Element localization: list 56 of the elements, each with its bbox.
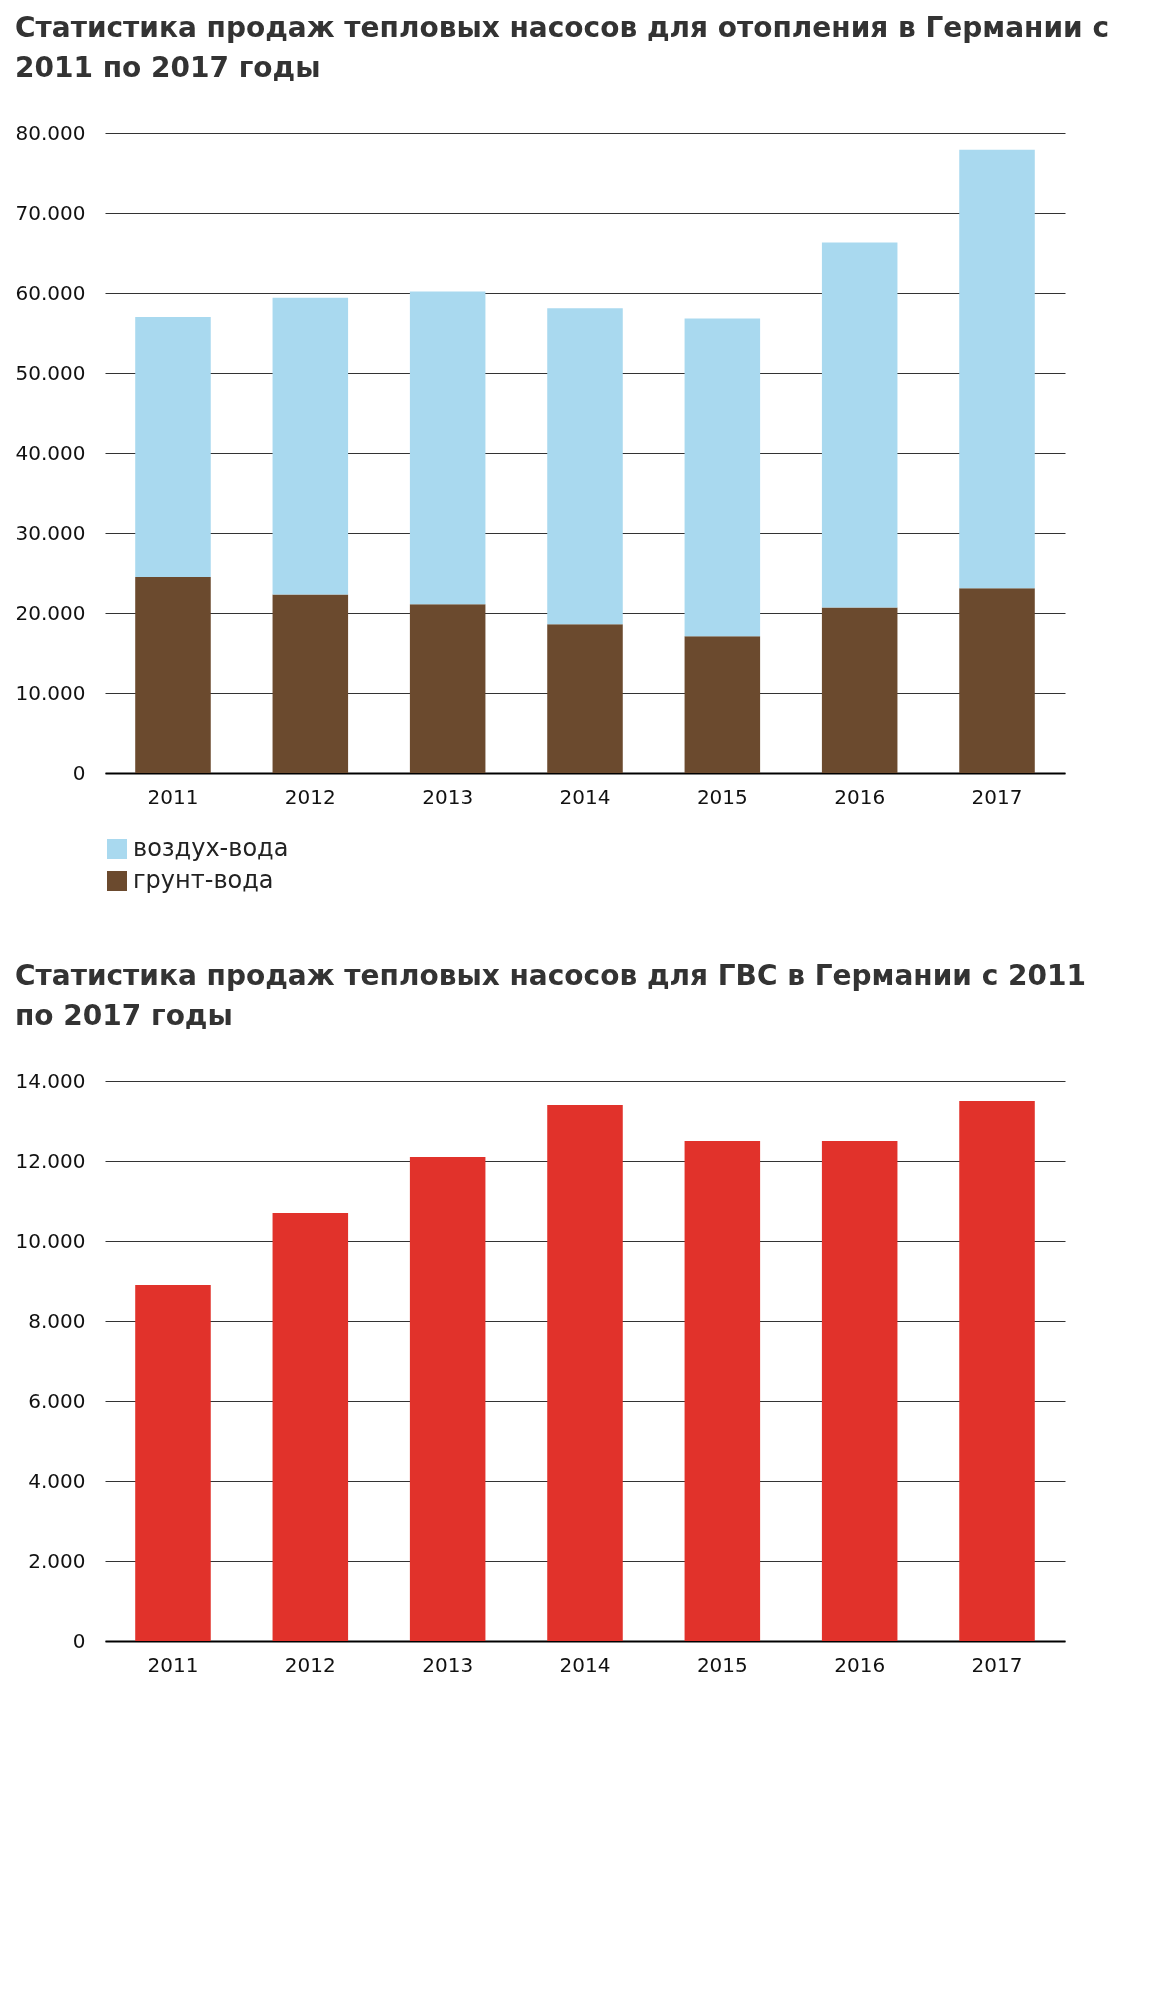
legend-label: воздух-вода bbox=[133, 834, 289, 862]
y-tick-label: 6.000 bbox=[28, 1388, 86, 1413]
bar bbox=[272, 297, 349, 595]
legend-label: грунт-вода bbox=[133, 866, 274, 894]
y-tick-label: 0 bbox=[72, 1628, 86, 1653]
bar bbox=[409, 604, 486, 773]
bar bbox=[135, 1285, 211, 1641]
bar bbox=[821, 607, 898, 773]
y-tick-label: 80.000 bbox=[15, 120, 86, 145]
y-tick-label: 0 bbox=[72, 760, 86, 785]
bar bbox=[135, 577, 211, 773]
x-tick-label: 2012 bbox=[284, 784, 336, 809]
x-tick-label: 2015 bbox=[696, 1652, 748, 1677]
y-tick-label: 2.000 bbox=[28, 1548, 86, 1573]
bar bbox=[684, 318, 761, 637]
bar bbox=[959, 588, 1035, 773]
bar bbox=[547, 1105, 623, 1641]
bar bbox=[409, 291, 486, 605]
x-tick-label: 2011 bbox=[147, 1652, 199, 1677]
y-tick-label: 50.000 bbox=[15, 360, 86, 385]
bar bbox=[272, 1213, 349, 1641]
chart-title: Статистика продаж тепловых насосов для отопления в Германии с 2011 по 2017 годы bbox=[15, 11, 1110, 84]
bar bbox=[821, 1141, 898, 1641]
x-tick-label: 2016 bbox=[834, 1652, 886, 1677]
x-tick-label: 2017 bbox=[971, 1652, 1023, 1677]
chart-title: Статистика продаж тепловых насосов для ГВС в Германии с 2011 по 2017 годы bbox=[15, 959, 1086, 1032]
bar bbox=[547, 308, 623, 625]
bar bbox=[547, 624, 623, 773]
x-tick-label: 2014 bbox=[559, 784, 611, 809]
bar bbox=[959, 149, 1035, 589]
x-tick-label: 2013 bbox=[422, 1652, 474, 1677]
bar bbox=[684, 1141, 761, 1641]
x-tick-label: 2013 bbox=[422, 784, 474, 809]
x-tick-label: 2015 bbox=[696, 784, 748, 809]
bar bbox=[272, 594, 349, 773]
y-tick-label: 30.000 bbox=[15, 520, 86, 545]
y-tick-label: 70.000 bbox=[15, 200, 86, 225]
bar bbox=[409, 1157, 486, 1641]
y-tick-label: 20.000 bbox=[15, 600, 86, 625]
x-tick-label: 2016 bbox=[834, 784, 886, 809]
x-tick-label: 2014 bbox=[559, 1652, 611, 1677]
y-tick-label: 10.000 bbox=[15, 1228, 86, 1253]
y-tick-label: 60.000 bbox=[15, 280, 86, 305]
x-tick-label: 2017 bbox=[971, 784, 1023, 809]
y-tick-label: 40.000 bbox=[15, 440, 86, 465]
bar bbox=[959, 1101, 1035, 1641]
x-tick-label: 2012 bbox=[284, 1652, 336, 1677]
y-tick-label: 4.000 bbox=[28, 1468, 86, 1493]
bar bbox=[135, 317, 211, 577]
y-tick-label: 14.000 bbox=[15, 1068, 86, 1093]
y-tick-label: 12.000 bbox=[15, 1148, 86, 1173]
y-tick-label: 8.000 bbox=[28, 1308, 86, 1333]
x-tick-label: 2011 bbox=[147, 784, 199, 809]
bar bbox=[821, 242, 898, 608]
y-tick-label: 10.000 bbox=[15, 680, 86, 705]
bar bbox=[684, 636, 761, 773]
